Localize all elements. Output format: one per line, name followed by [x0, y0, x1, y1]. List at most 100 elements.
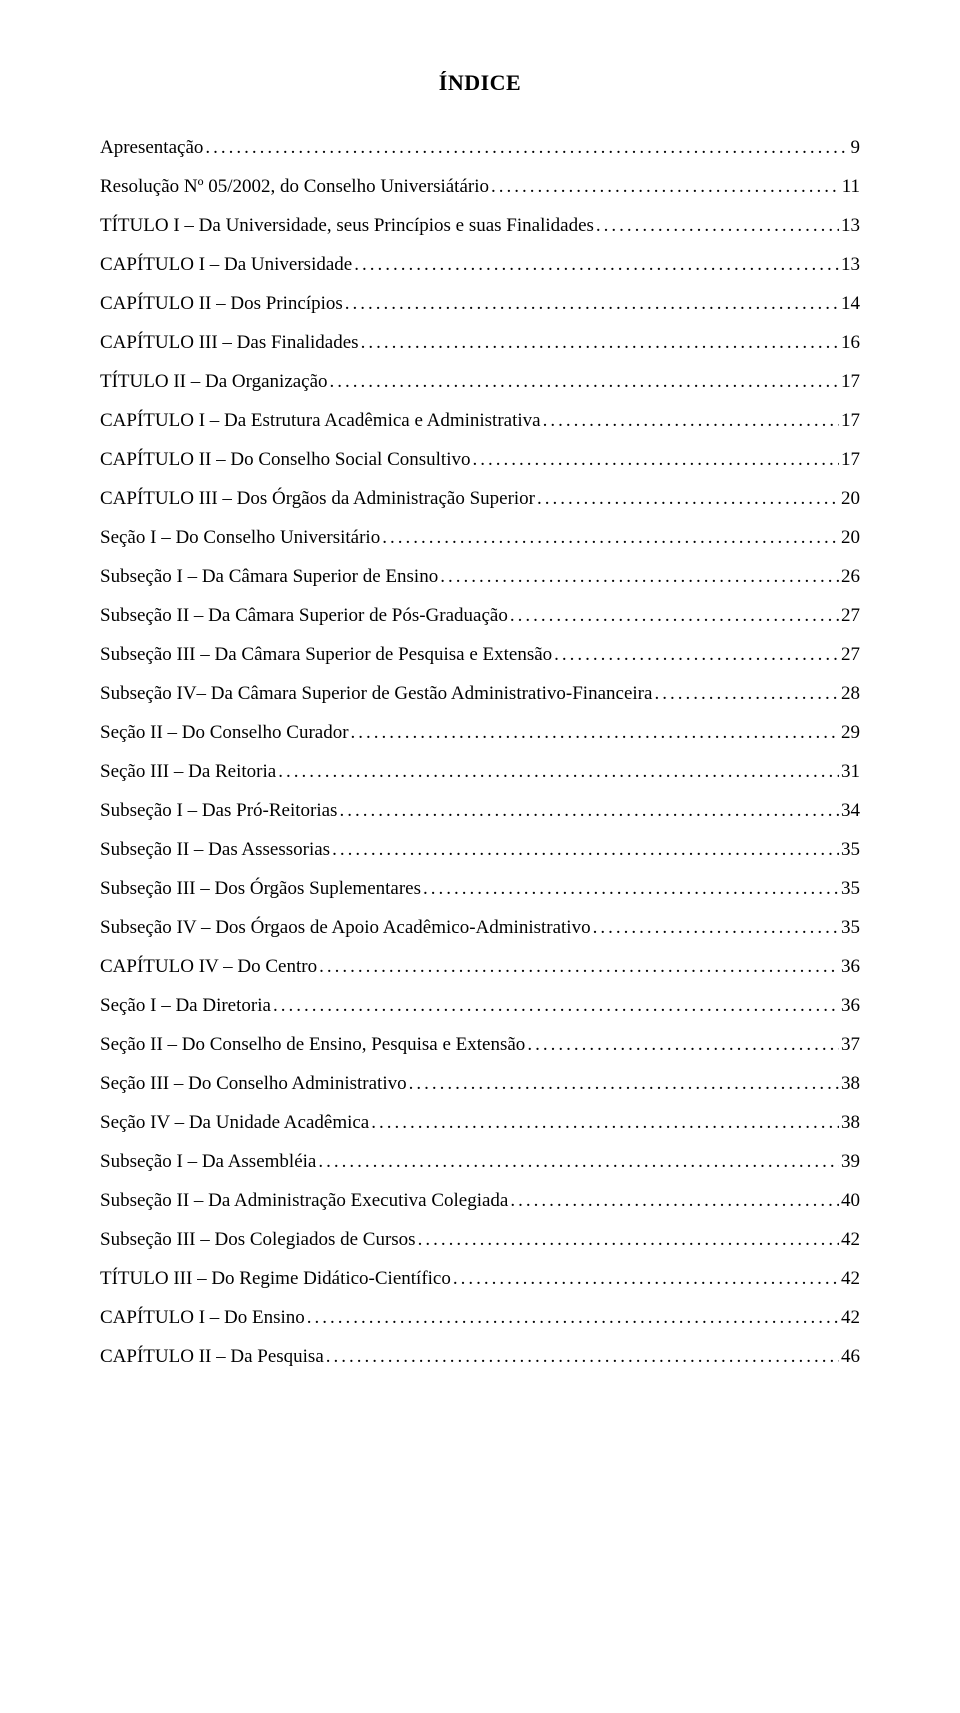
toc-dot-leader — [319, 957, 839, 976]
toc-entry-label: TÍTULO III – Do Regime Didático-Científi… — [100, 1269, 451, 1288]
toc-entry-label: Seção I – Do Conselho Universitário — [100, 528, 380, 547]
toc-dot-leader — [307, 1308, 839, 1327]
toc-entry: Subseção I – Da Assembléia39 — [100, 1152, 860, 1171]
toc-entry: TÍTULO I – Da Universidade, seus Princíp… — [100, 216, 860, 235]
toc-entry: Subseção I – Da Câmara Superior de Ensin… — [100, 567, 860, 586]
toc-entry: CAPÍTULO III – Das Finalidades16 — [100, 333, 860, 352]
toc-dot-leader — [510, 606, 839, 625]
toc-entry-page: 40 — [841, 1191, 860, 1210]
toc-entry-label: CAPÍTULO II – Do Conselho Social Consult… — [100, 450, 471, 469]
toc-entry: Subseção IV – Dos Órgaos de Apoio Acadêm… — [100, 918, 860, 937]
toc-dot-leader — [371, 1113, 839, 1132]
toc-entry-page: 37 — [841, 1035, 860, 1054]
toc-dot-leader — [510, 1191, 839, 1210]
toc-dot-leader — [537, 489, 839, 508]
toc-dot-leader — [330, 372, 839, 391]
toc-entry: Seção II – Do Conselho Curador 29 — [100, 723, 860, 742]
toc-dot-leader — [382, 528, 839, 547]
toc-entry: CAPÍTULO II – Do Conselho Social Consult… — [100, 450, 860, 469]
toc-entry: Apresentação9 — [100, 138, 860, 157]
toc-entry: CAPÍTULO I – Da Universidade 13 — [100, 255, 860, 274]
toc-entry-label: Seção II – Do Conselho Curador — [100, 723, 349, 742]
toc-entry-label: CAPÍTULO IV – Do Centro — [100, 957, 317, 976]
toc-dot-leader — [273, 996, 839, 1015]
toc-entry-page: 29 — [841, 723, 860, 742]
toc-dot-leader — [453, 1269, 839, 1288]
toc-entry: TÍTULO III – Do Regime Didático-Científi… — [100, 1269, 860, 1288]
toc-entry-page: 35 — [841, 840, 860, 859]
toc-entry: TÍTULO II – Da Organização17 — [100, 372, 860, 391]
toc-dot-leader — [351, 723, 839, 742]
toc-entry-label: Subseção IV– Da Câmara Superior de Gestã… — [100, 684, 652, 703]
toc-entry-page: 34 — [841, 801, 860, 820]
toc-entry: CAPÍTULO III – Dos Órgãos da Administraç… — [100, 489, 860, 508]
toc-entry: Seção II – Do Conselho de Ensino, Pesqui… — [100, 1035, 860, 1054]
toc-dot-leader — [543, 411, 839, 430]
toc-entry-page: 42 — [841, 1269, 860, 1288]
toc-entry-label: Seção III – Da Reitoria — [100, 762, 276, 781]
toc-entry: Seção I – Do Conselho Universitário 20 — [100, 528, 860, 547]
toc-entry-label: CAPÍTULO II – Da Pesquisa — [100, 1347, 324, 1366]
toc-entry: Subseção II – Da Administração Executiva… — [100, 1191, 860, 1210]
toc-entry-label: CAPÍTULO I – Do Ensino — [100, 1308, 305, 1327]
toc-entry-label: Seção IV – Da Unidade Acadêmica — [100, 1113, 369, 1132]
toc-entry-page: 13 — [841, 255, 860, 274]
toc-entry-page: 38 — [841, 1113, 860, 1132]
toc-entry: Subseção III – Dos Colegiados de Cursos 4… — [100, 1230, 860, 1249]
toc-entry-page: 36 — [841, 996, 860, 1015]
toc-dot-leader — [409, 1074, 839, 1093]
toc-entry-label: Subseção III – Dos Órgãos Suplementares — [100, 879, 421, 898]
toc-entry: Subseção II – Das Assessorias 35 — [100, 840, 860, 859]
toc-entry-label: Subseção IV – Dos Órgaos de Apoio Acadêm… — [100, 918, 591, 937]
toc-entry-page: 17 — [841, 450, 860, 469]
toc-dot-leader — [418, 1230, 839, 1249]
toc-entry: CAPÍTULO I – Da Estrutura Acadêmica e Ad… — [100, 411, 860, 430]
toc-entry-page: 17 — [841, 372, 860, 391]
toc-entry-page: 28 — [841, 684, 860, 703]
toc-entry: Subseção III – Da Câmara Superior de Pes… — [100, 645, 860, 664]
toc-entry-page: 11 — [842, 177, 860, 196]
toc-dot-leader — [332, 840, 839, 859]
toc-entry: Subseção II – Da Câmara Superior de Pós-… — [100, 606, 860, 625]
toc-entry-label: Seção II – Do Conselho de Ensino, Pesqui… — [100, 1035, 525, 1054]
toc-entry-page: 35 — [841, 879, 860, 898]
toc-entry: Seção III – Da Reitoria31 — [100, 762, 860, 781]
toc-entry: CAPÍTULO IV – Do Centro 36 — [100, 957, 860, 976]
toc-entry-label: Seção I – Da Diretoria — [100, 996, 271, 1015]
toc-dot-leader — [361, 333, 839, 352]
toc-entry: CAPÍTULO II – Da Pesquisa46 — [100, 1347, 860, 1366]
toc-dot-leader — [440, 567, 839, 586]
toc-entry-page: 20 — [841, 528, 860, 547]
toc-entry-label: Subseção III – Da Câmara Superior de Pes… — [100, 645, 552, 664]
toc-dot-leader — [596, 216, 839, 235]
toc-entry-label: CAPÍTULO III – Dos Órgãos da Administraç… — [100, 489, 535, 508]
toc-entry: Subseção IV– Da Câmara Superior de Gestã… — [100, 684, 860, 703]
toc-entry-label: CAPÍTULO III – Das Finalidades — [100, 333, 359, 352]
toc-entry-page: 36 — [841, 957, 860, 976]
toc-entry-label: Subseção II – Da Administração Executiva… — [100, 1191, 508, 1210]
toc-entry-page: 42 — [841, 1230, 860, 1249]
toc-entry-label: Subseção II – Das Assessorias — [100, 840, 330, 859]
toc-entry-page: 38 — [841, 1074, 860, 1093]
toc-dot-leader — [278, 762, 839, 781]
toc-dot-leader — [354, 255, 839, 274]
toc-entry-page: 17 — [841, 411, 860, 430]
toc-entry-label: Subseção III – Dos Colegiados de Cursos — [100, 1230, 416, 1249]
toc-entry-page: 20 — [841, 489, 860, 508]
toc-dot-leader — [527, 1035, 839, 1054]
toc-entry-page: 42 — [841, 1308, 860, 1327]
toc-entry-label: CAPÍTULO I – Da Universidade — [100, 255, 352, 274]
toc-entry: Subseção I – Das Pró-Reitorias34 — [100, 801, 860, 820]
toc-dot-leader — [326, 1347, 839, 1366]
toc-container: Apresentação9 Resolução Nº 05/2002, do Co… — [100, 138, 860, 1366]
toc-entry-page: 39 — [841, 1152, 860, 1171]
toc-entry-page: 13 — [841, 216, 860, 235]
toc-dot-leader — [423, 879, 839, 898]
toc-entry-page: 9 — [851, 138, 861, 157]
toc-entry: Resolução Nº 05/2002, do Conselho Univer… — [100, 177, 860, 196]
toc-entry-label: Resolução Nº 05/2002, do Conselho Univer… — [100, 177, 489, 196]
toc-entry: Seção III – Do Conselho Administrativo38 — [100, 1074, 860, 1093]
toc-entry-page: 27 — [841, 606, 860, 625]
toc-entry: Subseção III – Dos Órgãos Suplementares 3… — [100, 879, 860, 898]
toc-dot-leader — [318, 1152, 839, 1171]
